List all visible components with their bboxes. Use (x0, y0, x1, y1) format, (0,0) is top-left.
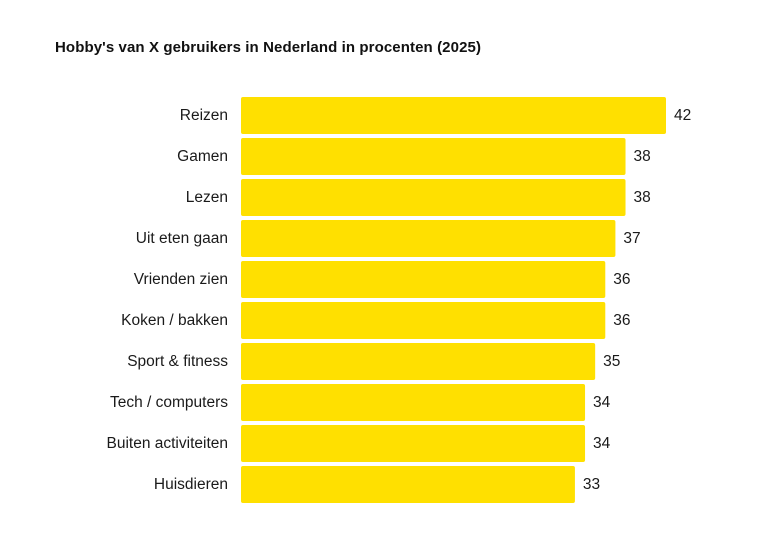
value-label-3: 37 (623, 230, 640, 247)
bar-6 (241, 343, 596, 380)
bar-3 (241, 220, 616, 257)
bars-layer: Reizen 42 Gamen 38 Lezen 38 Uit eten gaan 37 Vri… (107, 97, 691, 503)
category-label-2: Lezen (186, 189, 228, 206)
value-label-5: 36 (613, 312, 630, 329)
bar-4 (241, 261, 606, 298)
category-label-5: Koken / bakken (121, 312, 228, 329)
value-label-9: 33 (583, 476, 600, 493)
category-label-4: Vrienden zien (134, 271, 228, 288)
value-label-6: 35 (603, 353, 620, 370)
bar-5 (241, 302, 606, 339)
bar-0 (241, 97, 666, 134)
bar-1 (241, 138, 626, 175)
category-label-1: Gamen (177, 148, 228, 165)
value-label-8: 34 (593, 435, 611, 452)
bar-2 (241, 179, 626, 216)
value-label-2: 38 (634, 189, 651, 206)
bar-7 (241, 384, 586, 421)
category-label-3: Uit eten gaan (136, 230, 228, 247)
category-label-8: Buiten activiteiten (107, 435, 229, 452)
category-label-0: Reizen (180, 107, 228, 124)
category-label-6: Sport & fitness (127, 353, 228, 370)
category-label-7: Tech / computers (110, 394, 228, 411)
value-label-4: 36 (613, 271, 630, 288)
bar-9 (241, 466, 575, 503)
chart-title: Hobby's van X gebruikers in Nederland in… (55, 39, 482, 56)
value-label-0: 42 (674, 107, 691, 124)
category-label-9: Huisdieren (154, 476, 228, 493)
value-label-7: 34 (593, 394, 611, 411)
bar-8 (241, 425, 586, 462)
value-label-1: 38 (634, 148, 651, 165)
